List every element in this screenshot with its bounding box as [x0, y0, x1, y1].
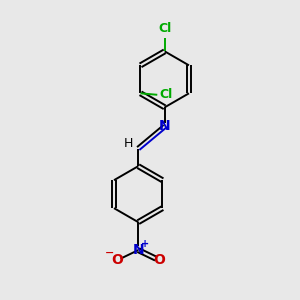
Text: N: N — [159, 119, 170, 134]
Text: H: H — [124, 137, 134, 150]
Text: +: + — [141, 238, 149, 249]
Text: O: O — [111, 254, 123, 267]
Text: Cl: Cl — [159, 88, 172, 101]
Text: Cl: Cl — [158, 22, 171, 35]
Text: O: O — [154, 254, 165, 267]
Text: N: N — [132, 243, 144, 257]
Text: −: − — [105, 248, 115, 258]
